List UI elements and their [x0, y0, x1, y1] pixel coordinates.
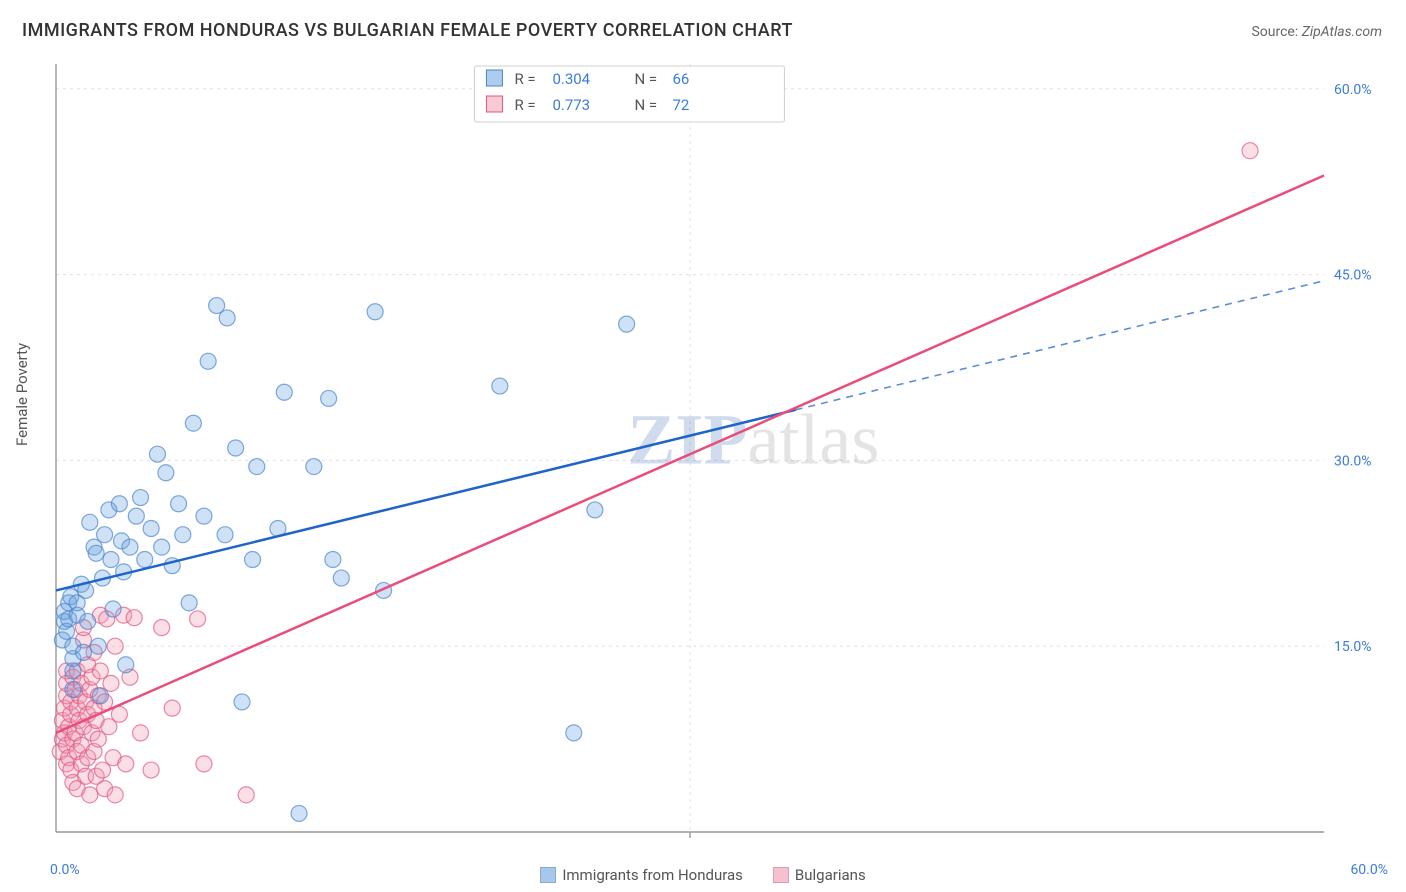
source-value: ZipAtlas.com: [1302, 24, 1382, 40]
svg-text:0.773: 0.773: [552, 96, 590, 114]
svg-text:R =: R =: [514, 96, 535, 114]
legend-item-bulgarians: Bulgarians: [773, 866, 866, 884]
svg-text:R =: R =: [514, 70, 535, 88]
svg-text:30.0%: 30.0%: [1334, 453, 1372, 469]
legend-swatch-bulgarians: [773, 867, 789, 883]
source-label: Source:: [1251, 24, 1301, 40]
chart-area: 15.0% 30.0% 45.0% 60.0% ZIPatlas R = 0.304 N =…: [50, 56, 1394, 850]
svg-text:0.304: 0.304: [552, 70, 590, 88]
legend-swatch-honduras: [540, 867, 556, 883]
svg-text:15.0%: 15.0%: [1334, 639, 1372, 655]
legend-label-bulgarians: Bulgarians: [795, 866, 866, 884]
svg-text:66: 66: [672, 70, 689, 88]
svg-text:60.0%: 60.0%: [1334, 82, 1372, 98]
scatter-chart-svg: 15.0% 30.0% 45.0% 60.0% ZIPatlas R = 0.304 N =…: [50, 56, 1394, 850]
svg-text:45.0%: 45.0%: [1334, 268, 1372, 284]
svg-text:N =: N =: [634, 70, 657, 88]
chart-title: IMMIGRANTS FROM HONDURAS VS BULGARIAN FE…: [22, 20, 793, 41]
legend-label-honduras: Immigrants from Honduras: [562, 866, 743, 884]
source-attribution: Source: ZipAtlas.com: [1251, 24, 1382, 40]
svg-text:ZIPatlas: ZIPatlas: [627, 399, 879, 479]
svg-text:N =: N =: [634, 96, 657, 114]
svg-text:72: 72: [672, 96, 689, 114]
y-axis-label: Female Poverty: [13, 343, 31, 446]
bottom-legend: Immigrants from Honduras Bulgarians: [0, 866, 1406, 884]
legend-item-honduras: Immigrants from Honduras: [540, 866, 743, 884]
